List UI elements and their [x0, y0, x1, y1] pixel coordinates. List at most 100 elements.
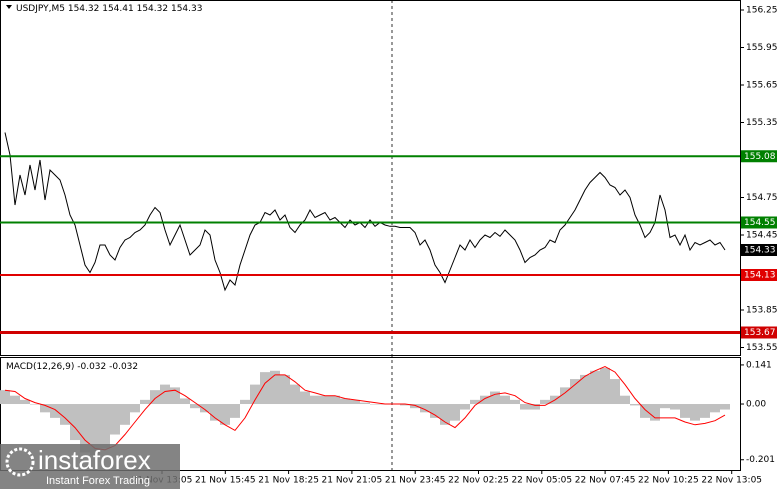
histogram-bar: [80, 404, 90, 453]
histogram-bar: [580, 374, 590, 405]
histogram-bar: [20, 399, 30, 405]
histogram-bar: [200, 404, 210, 413]
histogram-bar: [210, 404, 220, 421]
level-label: 154.55: [744, 218, 776, 228]
histogram-bar: [190, 404, 200, 409]
histogram-bar: [30, 404, 40, 405]
symbol: USDJPY,M5: [16, 4, 65, 14]
histogram-bar: [290, 384, 300, 405]
histogram-bar: [590, 370, 600, 405]
histogram-bar: [370, 404, 380, 405]
histogram-bar: [480, 395, 490, 405]
histogram-bar: [430, 404, 440, 418]
macd-value: -0.032: [77, 362, 106, 372]
histogram-bar: [240, 399, 250, 405]
watermark: instaforex Instant Forex Trading: [0, 444, 180, 489]
histogram-bar: [50, 404, 60, 418]
level-label: 154.13: [744, 271, 776, 281]
y-tick-label: 0.141: [746, 360, 772, 370]
last-price-bg: [741, 244, 777, 256]
x-tick-label: 22 Nov 10:25: [638, 476, 699, 486]
y-tick-label: 155.95: [746, 43, 778, 53]
histogram-bar: [680, 404, 690, 418]
histogram-bar: [660, 404, 670, 409]
histogram-bar: [500, 395, 510, 405]
level-label: 155.08: [744, 152, 776, 162]
x-tick-label: 22 Nov 07:45: [575, 476, 636, 486]
histogram-bar: [150, 390, 160, 405]
price-panel: [0, 0, 741, 356]
histogram-bar: [70, 404, 80, 441]
histogram-bar: [560, 387, 570, 405]
y-tick-label: 153.55: [746, 343, 778, 353]
histogram-bar: [700, 404, 710, 418]
histogram-bar: [510, 399, 520, 405]
histogram-bar: [720, 404, 730, 410]
x-tick-label: 21 Nov 23:45: [385, 476, 446, 486]
watermark-logo: [5, 447, 35, 477]
histogram-bar: [650, 404, 660, 421]
level-label-bg: [741, 326, 777, 339]
x-tick-label: 22 Nov 02:25: [448, 476, 509, 486]
macd-header: MACD(12,26,9) -0.032 -0.032: [6, 362, 138, 372]
y-tick-label: 0.00: [746, 400, 766, 410]
histogram-bar: [0, 390, 10, 405]
y-tick-label: 155.65: [746, 81, 778, 91]
last-price-label: 154.33: [744, 246, 776, 256]
level-label-bg: [741, 216, 777, 229]
watermark-tagline: Instant Forex Trading: [46, 475, 150, 487]
histogram-bar: [630, 404, 640, 406]
low: 154.32: [137, 4, 169, 14]
x-tick-label: 21 Nov 21:05: [322, 476, 383, 486]
histogram-bar: [110, 404, 120, 435]
close: 154.33: [171, 4, 203, 14]
histogram-bar: [340, 398, 350, 405]
x-tick-label: 21 Nov 15:45: [195, 476, 256, 486]
histogram-bar: [420, 404, 430, 413]
histogram-bar: [60, 404, 70, 425]
plot-layer: 156.25 155.95 155.65 155.35 154.75 154.45 153.…: [0, 6, 778, 486]
histogram-bar: [170, 387, 180, 405]
watermark-name: instaforex: [38, 445, 151, 475]
histogram-bar: [470, 399, 480, 405]
histogram-bar: [450, 404, 460, 421]
histogram-bar: [400, 404, 410, 406]
histogram-bar: [690, 404, 700, 421]
histogram-bar: [540, 399, 550, 405]
histogram-bar: [570, 379, 580, 405]
histogram-bar: [230, 404, 240, 418]
histogram-bar: [220, 404, 230, 425]
histogram-bar: [280, 374, 290, 405]
histogram-bar: [640, 404, 650, 418]
x-tick-label: 22 Nov 05:05: [511, 476, 572, 486]
histogram-bar: [410, 404, 420, 409]
level-label-bg: [741, 150, 777, 163]
level-label: 153.67: [744, 328, 776, 338]
histogram-bar: [180, 398, 190, 405]
histogram-bar: [90, 404, 100, 456]
open: 154.32: [68, 4, 100, 14]
signal-value: -0.032: [109, 362, 138, 372]
histogram-bar: [320, 395, 330, 405]
histogram-bar: [250, 384, 260, 405]
histogram-bar: [270, 370, 280, 405]
y-tick-label: 154.45: [746, 231, 778, 241]
level-label-bg: [741, 269, 777, 281]
histogram-bar: [100, 404, 110, 449]
y-tick-label: 154.75: [746, 193, 778, 203]
histogram-bar: [530, 404, 540, 410]
histogram-bar: [120, 404, 130, 425]
histogram-bar: [460, 404, 470, 410]
x-tick-label: 21 Nov 18:25: [258, 476, 319, 486]
histogram-bar: [490, 391, 500, 405]
histogram-bar: [440, 404, 450, 425]
histogram-bar: [330, 395, 340, 405]
histogram-bar: [310, 395, 320, 405]
histogram-bar: [160, 384, 170, 405]
histogram-bar: [130, 404, 140, 413]
histogram-bar: [140, 399, 150, 405]
histogram-bar: [300, 391, 310, 405]
histogram-bar: [710, 404, 720, 413]
